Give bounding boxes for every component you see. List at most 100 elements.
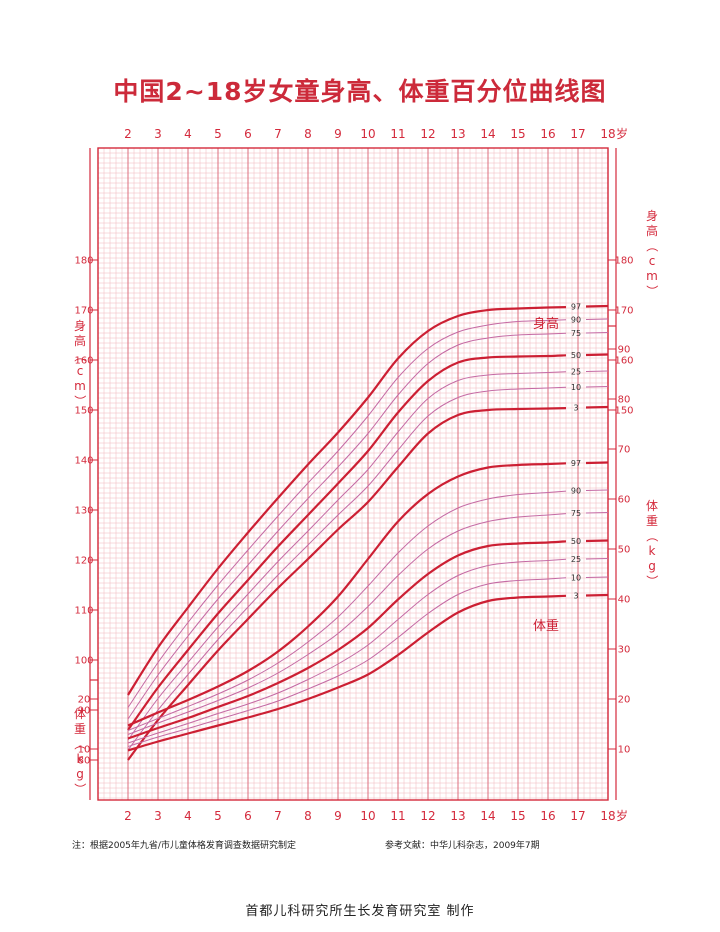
axis-title-char: g xyxy=(648,559,656,573)
x-tick-bottom: 10 xyxy=(360,809,375,823)
height-curve-tail-p97 xyxy=(585,304,609,308)
weight-curve-tail-p3 xyxy=(585,593,609,597)
x-tick-top: 14 xyxy=(480,127,495,141)
height-tick-left: 180 xyxy=(74,256,93,267)
weight-tick-right: 80 xyxy=(618,395,631,406)
x-tick-top: 6 xyxy=(244,127,252,141)
weight-percentile-label-p50: 50 xyxy=(571,537,581,546)
axis-title-char: ） xyxy=(73,395,87,407)
weight-tick-right: 10 xyxy=(618,745,631,756)
height-curve-tail-p50 xyxy=(585,353,609,357)
weight-curve-tail-p97 xyxy=(585,461,609,465)
height-axis-title-left: 身高 （ cm ） xyxy=(73,318,87,407)
x-tick-bottom: 11 xyxy=(390,809,405,823)
weight-curve-tail-p75 xyxy=(585,512,609,514)
height-curve-tail-p75 xyxy=(585,332,609,334)
axis-title-char: 重 xyxy=(74,722,86,736)
height-tick-left: 100 xyxy=(74,656,93,667)
height-curve-p75 xyxy=(127,332,567,720)
weight-tick-right: 30 xyxy=(618,645,631,656)
axis-title-char: c xyxy=(77,364,84,378)
axis-title-char: m xyxy=(646,269,658,283)
x-tick-top: 11 xyxy=(390,127,405,141)
weight-curve-label: 体重 xyxy=(533,618,559,634)
x-tick-bottom: 4 xyxy=(184,809,192,823)
axis-title-char: 高 xyxy=(74,333,86,348)
height-curve-p97 xyxy=(127,306,567,696)
weight-tick-right: 90 xyxy=(618,345,631,356)
height-curve-tail-p10 xyxy=(585,386,609,388)
height-tick-right: 150 xyxy=(614,406,633,417)
weight-tick-right: 40 xyxy=(618,595,631,606)
height-percentile-label-p50: 50 xyxy=(571,351,581,360)
footer-credit: 首都儿科研究所生长发育研究室 制作 xyxy=(245,904,475,919)
height-percentile-label-p97: 97 xyxy=(571,303,581,312)
x-tick-top: 5 xyxy=(214,127,222,141)
weight-tick-right: 70 xyxy=(618,445,631,456)
height-tick-left: 150 xyxy=(74,406,93,417)
height-tick-right: 180 xyxy=(614,256,633,267)
x-unit-top: 岁 xyxy=(616,126,628,141)
weight-percentile-label-p25: 25 xyxy=(571,555,581,564)
x-tick-bottom: 5 xyxy=(214,809,222,823)
height-axis-title-right: 身高 （ cm ） xyxy=(645,208,659,297)
weight-axis-title-left: 体重 （ kg ） xyxy=(73,707,87,795)
axis-title-char: 身 xyxy=(74,318,86,333)
weight-curve-tail-p90 xyxy=(585,489,609,491)
weight-percentile-label-p90: 90 xyxy=(571,487,581,496)
x-tick-bottom: 16 xyxy=(540,809,555,823)
axis-title-char: （ xyxy=(73,350,87,362)
height-percentile-label-p90: 90 xyxy=(571,316,581,325)
weight-curve-p50 xyxy=(127,540,567,740)
height-curve-label: 身高 xyxy=(533,316,559,332)
x-tick-bottom: 8 xyxy=(304,809,312,823)
height-tick-left: 140 xyxy=(74,456,93,467)
height-tick-left: 170 xyxy=(74,306,93,317)
axis-title-char: （ xyxy=(73,738,87,750)
weight-tick-left: 10 xyxy=(78,745,91,756)
x-tick-top: 10 xyxy=(360,127,375,141)
x-tick-bottom: 17 xyxy=(570,809,585,823)
height-tick-left: 160 xyxy=(74,356,93,367)
grid xyxy=(97,147,609,801)
weight-curve-p75 xyxy=(127,513,567,735)
height-tick-left: 130 xyxy=(74,506,93,517)
x-tick-bottom: 3 xyxy=(154,809,162,823)
axis-title-char: ） xyxy=(645,285,659,297)
axis-title-char: ） xyxy=(73,783,87,795)
x-tick-bottom: 7 xyxy=(274,809,282,823)
x-tick-top: 4 xyxy=(184,127,192,141)
weight-curve-p10 xyxy=(127,577,567,747)
source-note: 注：根据2005年九省/市儿童体格发育调查数据研究制定 xyxy=(72,841,296,851)
height-tick-right: 160 xyxy=(614,356,633,367)
height-tick-left: 110 xyxy=(74,606,93,617)
weight-percentile-label-p3: 3 xyxy=(573,592,578,601)
weight-percentile-label-p10: 10 xyxy=(571,574,581,583)
x-tick-top: 3 xyxy=(154,127,162,141)
x-tick-top: 2 xyxy=(124,127,132,141)
height-percentile-label-p25: 25 xyxy=(571,368,581,377)
axis-title-char: 体 xyxy=(646,499,658,513)
weight-curve-tail-p25 xyxy=(585,558,609,560)
axis-title-char: （ xyxy=(645,240,659,252)
weight-tick-right: 50 xyxy=(618,545,631,556)
x-tick-top: 8 xyxy=(304,127,312,141)
weight-tick-left: 20 xyxy=(78,695,91,706)
weight-curve-tail-p50 xyxy=(585,539,609,543)
x-tick-bottom: 12 xyxy=(420,809,435,823)
axis-title-char: k xyxy=(649,544,656,558)
x-tick-bottom: 2 xyxy=(124,809,132,823)
height-curve-p90 xyxy=(127,319,567,708)
reference-note: 参考文献：中华儿科杂志，2009年7期 xyxy=(385,841,540,851)
axis-title-char: m xyxy=(74,379,86,393)
weight-percentile-label-p75: 75 xyxy=(571,509,581,518)
axis-title-char: ） xyxy=(645,575,659,587)
x-tick-bottom: 15 xyxy=(510,809,525,823)
height-curve-p10 xyxy=(127,386,567,751)
chart-title: 中国2~18岁女童身高、体重百分位曲线图 xyxy=(113,77,607,106)
height-tick-right: 170 xyxy=(614,306,633,317)
weight-curve-p97 xyxy=(127,462,567,727)
weight-percentile-label-p97: 97 xyxy=(571,459,581,468)
height-tick-left: 80 xyxy=(78,756,91,767)
height-curve-p3 xyxy=(127,407,567,761)
